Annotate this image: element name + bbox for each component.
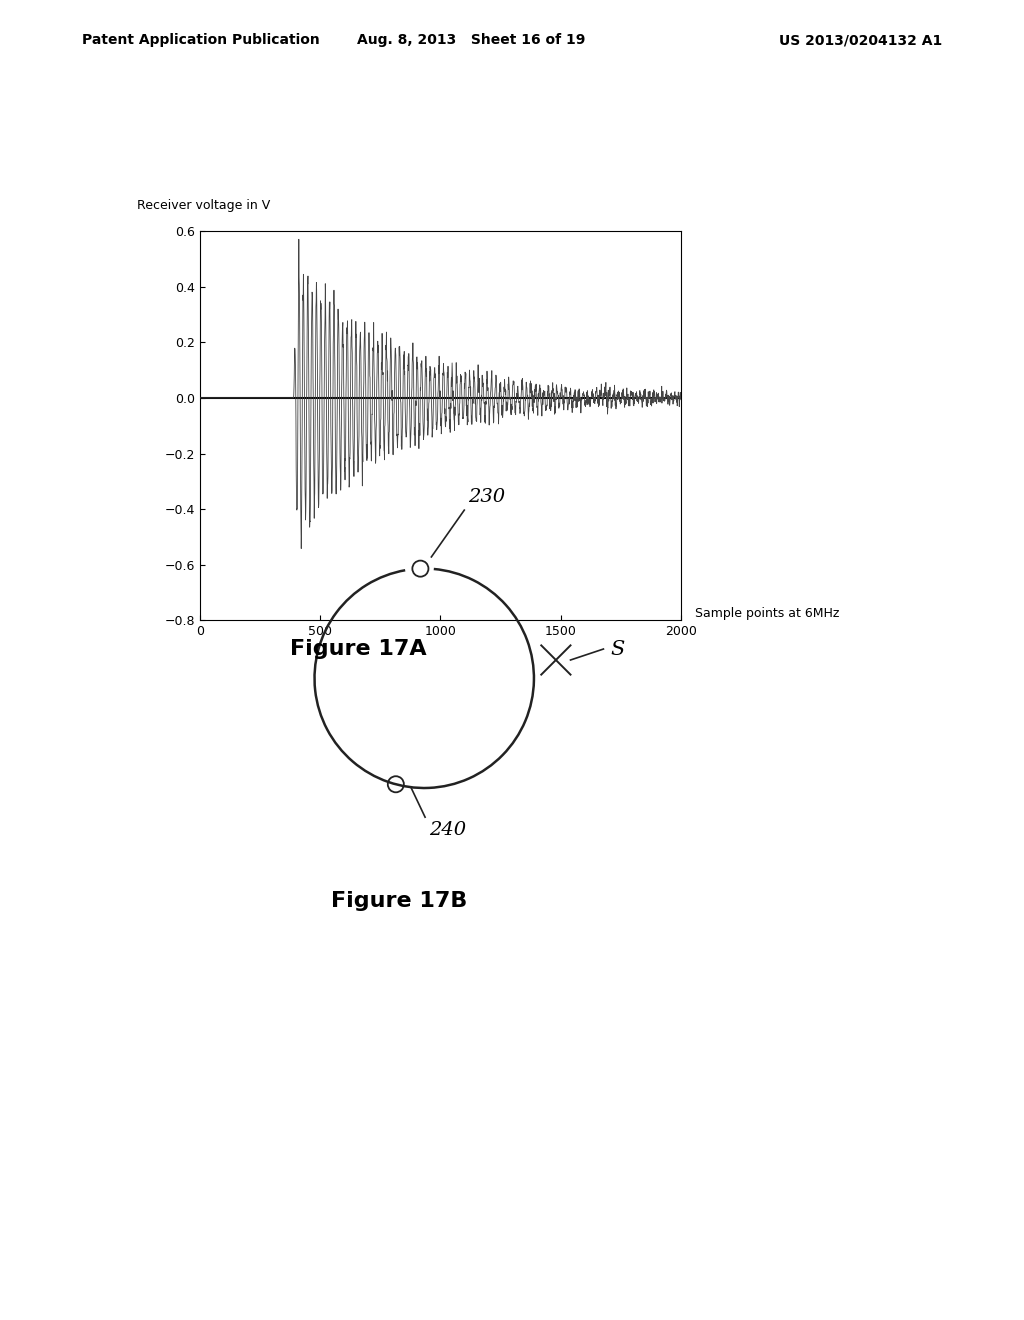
Text: 230: 230 — [468, 488, 505, 507]
Text: 240: 240 — [429, 821, 466, 838]
Text: Receiver voltage in V: Receiver voltage in V — [137, 198, 270, 211]
Text: US 2013/0204132 A1: US 2013/0204132 A1 — [779, 33, 942, 48]
Text: S: S — [610, 639, 625, 659]
Text: Figure 17B: Figure 17B — [331, 891, 468, 911]
Text: Aug. 8, 2013   Sheet 16 of 19: Aug. 8, 2013 Sheet 16 of 19 — [356, 33, 586, 48]
Text: Figure 17A: Figure 17A — [290, 639, 427, 659]
Text: Sample points at 6MHz: Sample points at 6MHz — [695, 607, 840, 620]
Text: Patent Application Publication: Patent Application Publication — [82, 33, 319, 48]
